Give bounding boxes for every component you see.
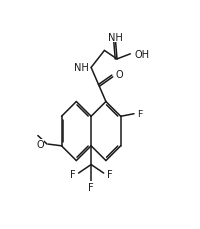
Text: F: F: [70, 169, 75, 179]
Text: OH: OH: [135, 50, 150, 60]
Text: F: F: [138, 110, 143, 119]
Text: NH: NH: [74, 62, 89, 72]
Text: O: O: [36, 139, 44, 150]
Text: F: F: [88, 182, 94, 192]
Text: O: O: [115, 70, 123, 80]
Text: NH: NH: [108, 33, 123, 43]
Text: F: F: [107, 169, 112, 179]
Text: N: N: [81, 62, 89, 72]
